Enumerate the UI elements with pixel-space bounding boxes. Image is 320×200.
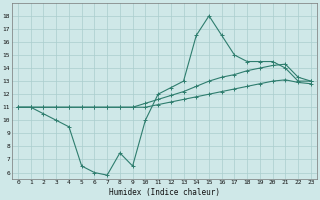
X-axis label: Humidex (Indice chaleur): Humidex (Indice chaleur)	[109, 188, 220, 197]
